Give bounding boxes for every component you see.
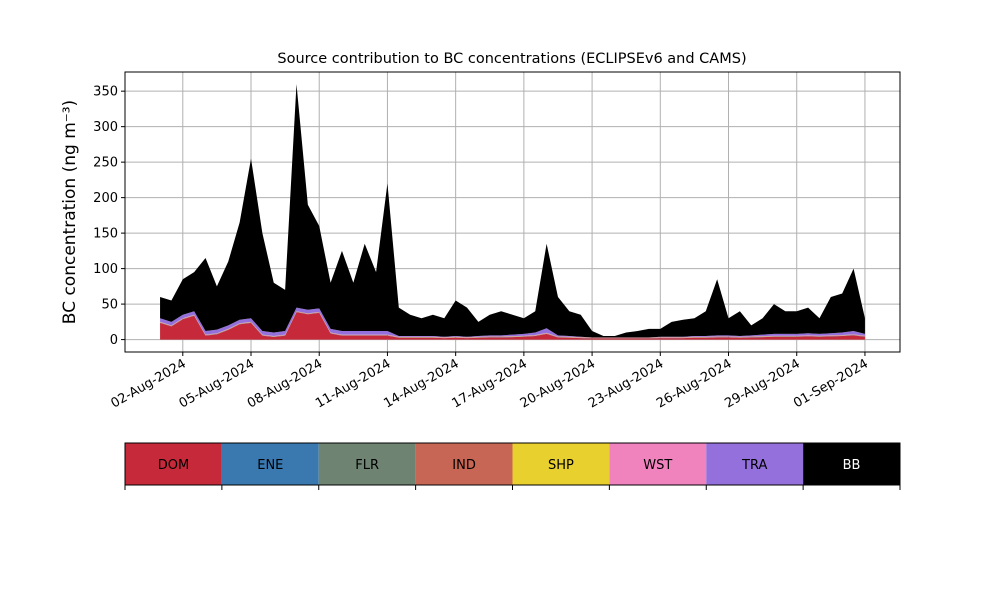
y-tick-label: 150 — [93, 227, 118, 242]
x-tick-label: 01-Sep-2024 — [791, 356, 871, 411]
x-tick-label: 11-Aug-2024 — [313, 356, 393, 411]
x-tick-label: 14-Aug-2024 — [381, 356, 461, 411]
x-tick-label: 17-Aug-2024 — [450, 356, 530, 411]
legend-label: SHP — [548, 458, 574, 473]
x-tick-label: 05-Aug-2024 — [177, 356, 257, 411]
y-tick-label: 300 — [93, 120, 118, 135]
legend-label: IND — [452, 458, 476, 473]
y-tick-label: 0 — [110, 333, 118, 348]
y-tick-label: 100 — [93, 262, 118, 277]
legend-swatch — [125, 443, 222, 485]
legend-swatch — [221, 443, 319, 485]
legend-label: TRA — [741, 458, 767, 473]
legend-label: BB — [843, 458, 861, 473]
x-tick-label: 26-Aug-2024 — [654, 356, 734, 411]
legend-swatch — [609, 443, 707, 485]
area — [160, 312, 865, 340]
legend-swatch — [512, 443, 610, 485]
area — [160, 84, 865, 338]
y-tick-label: 350 — [93, 85, 118, 100]
area — [160, 307, 865, 338]
chart-title: Source contribution to BC concentrations… — [277, 51, 746, 67]
x-tick-label: 08-Aug-2024 — [245, 356, 325, 411]
y-axis-label: BC concentration (ng m⁻³) — [60, 100, 80, 324]
legend-swatch — [318, 443, 416, 485]
legend-label: FLR — [355, 458, 379, 473]
x-tick-label: 02-Aug-2024 — [108, 356, 188, 411]
y-tick-label: 50 — [101, 298, 118, 313]
legend-label: ENE — [257, 458, 283, 473]
x-tick-label: 23-Aug-2024 — [586, 356, 666, 411]
legend-label: DOM — [158, 458, 189, 473]
plot-frame — [124, 71, 901, 353]
legend-swatch — [706, 443, 804, 485]
legend-swatch — [803, 443, 900, 485]
legend-swatch — [415, 443, 513, 485]
legend-label: WST — [643, 458, 672, 473]
y-tick-label: 200 — [93, 191, 118, 206]
legend-frame — [124, 442, 901, 486]
y-tick-label: 250 — [93, 156, 118, 171]
x-tick-label: 20-Aug-2024 — [518, 356, 598, 411]
x-tick-label: 29-Aug-2024 — [722, 356, 802, 411]
